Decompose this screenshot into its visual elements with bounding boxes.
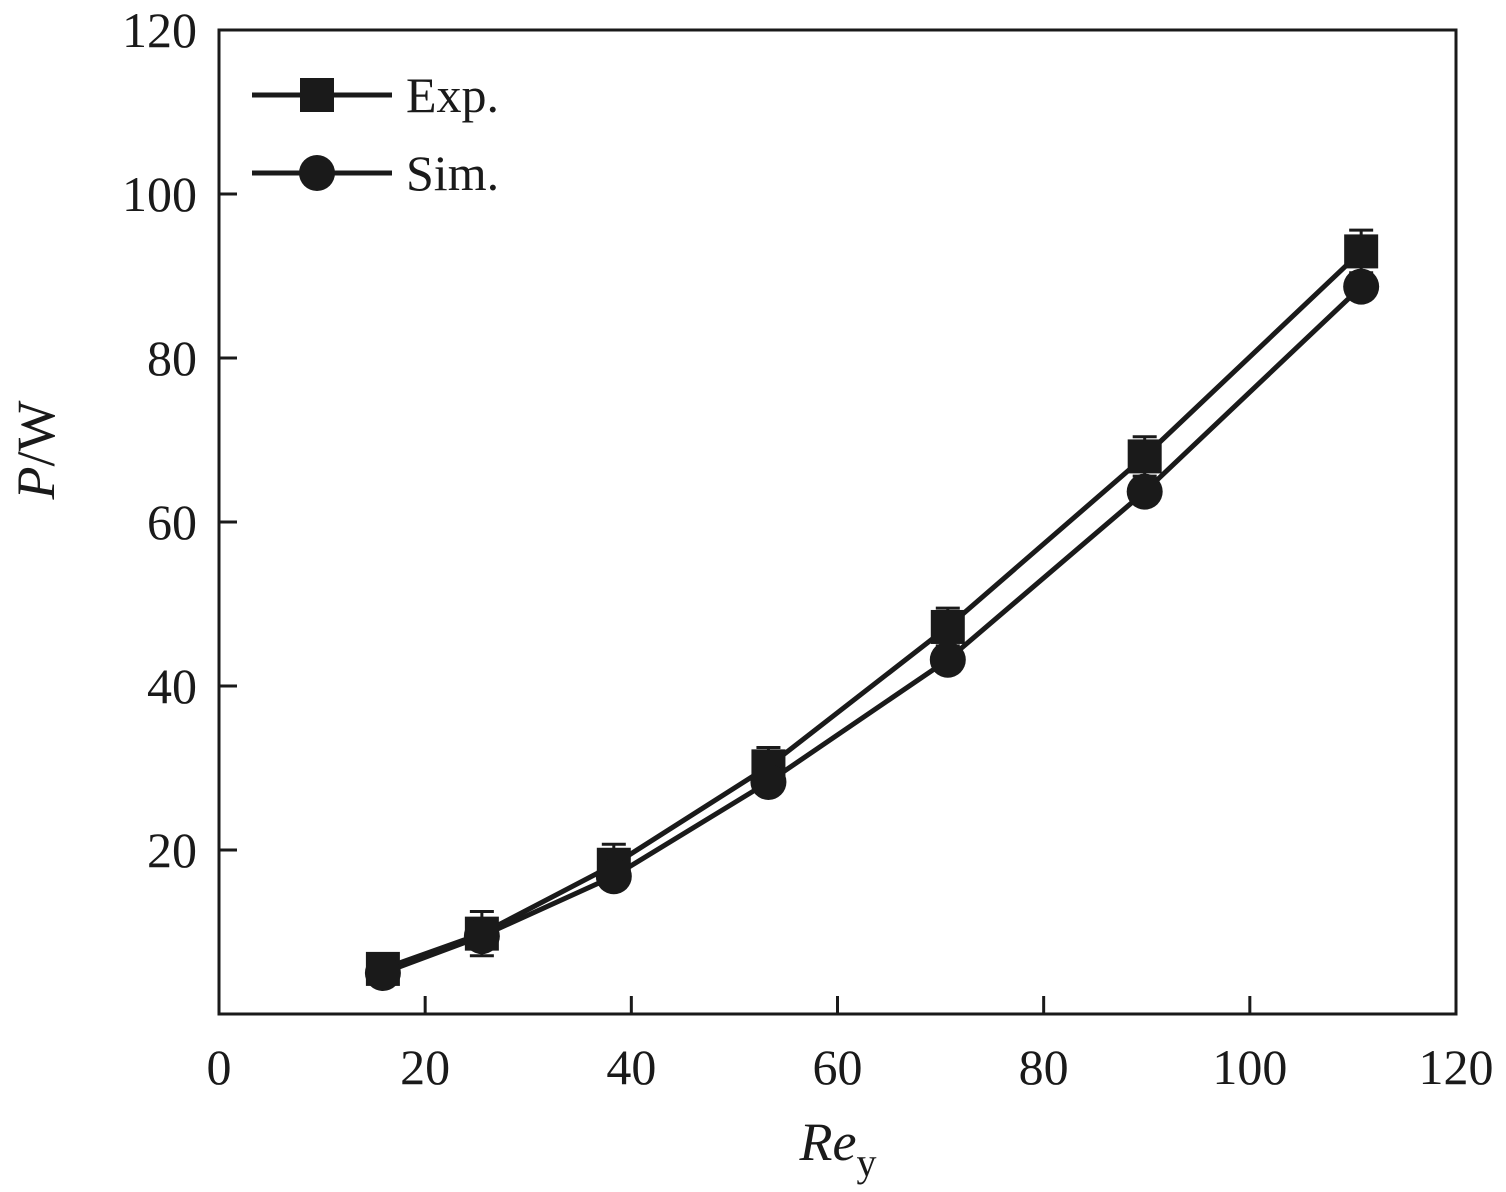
- legend-marker-circle: [299, 155, 335, 191]
- data-point-circle: [1126, 473, 1163, 510]
- y-tick-label: 100: [122, 166, 197, 222]
- y-axis-title: P/W: [6, 400, 66, 500]
- y-tick-label: 20: [147, 822, 197, 878]
- x-axis-title-symbol: Re: [799, 1112, 857, 1172]
- legend: Exp. Sim.: [252, 67, 499, 201]
- y-axis-title-unit: /W: [6, 400, 66, 466]
- x-tick-label: 0: [207, 1039, 232, 1095]
- y-tick-label: 80: [147, 330, 197, 386]
- data-point-circle: [463, 918, 500, 955]
- data-point-circle: [750, 763, 787, 800]
- plot-area-frame: [217, 28, 1458, 1016]
- series-exp: [365, 228, 1379, 986]
- y-tick-label: 60: [147, 494, 197, 550]
- legend-label: Sim.: [406, 145, 499, 201]
- data-point-square: [1127, 439, 1162, 474]
- x-tick-label: 100: [1212, 1039, 1287, 1095]
- x-tick-label: 60: [813, 1039, 863, 1095]
- x-tick-label: 40: [606, 1039, 656, 1095]
- data-point-circle: [929, 641, 966, 678]
- x-tick-label: 80: [1019, 1039, 1069, 1095]
- x-tick-label: 120: [1419, 1039, 1494, 1095]
- legend-marker-square: [300, 78, 334, 112]
- series-line: [382, 249, 1363, 972]
- y-axis-title-symbol: P: [6, 466, 66, 500]
- x-tick-label: 20: [400, 1039, 450, 1095]
- data-point-circle: [364, 955, 401, 991]
- data-point-circle: [1343, 268, 1380, 305]
- series-sim: [364, 268, 1380, 991]
- x-axis-title-subscript: y: [856, 1140, 876, 1185]
- legend-label: Exp.: [406, 67, 499, 123]
- x-axis-title: Rey: [799, 1112, 877, 1185]
- data-point-circle: [595, 858, 632, 895]
- y-tick-label: 120: [122, 2, 197, 58]
- y-tick-label: 40: [147, 658, 197, 714]
- data-point-square: [1344, 234, 1379, 269]
- data-point-square: [930, 609, 965, 644]
